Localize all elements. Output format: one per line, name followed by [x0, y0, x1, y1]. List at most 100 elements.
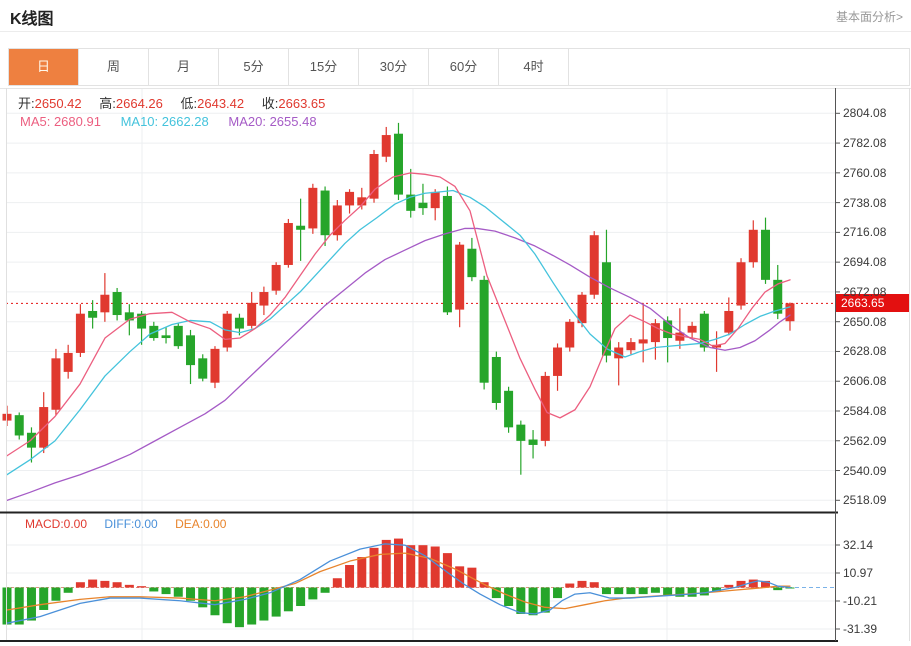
- tab-60分[interactable]: 60分: [429, 49, 499, 85]
- candle-body: [626, 342, 636, 351]
- y-axis-label: 2738.08: [843, 195, 887, 210]
- macd-histogram-bar: [491, 587, 501, 599]
- macd-histogram-bar: [430, 546, 440, 588]
- macd-histogram-bar: [210, 587, 220, 616]
- macd-histogram-bar: [222, 587, 232, 624]
- tab-15分[interactable]: 15分: [289, 49, 359, 85]
- macd-histogram-bar: [357, 557, 367, 588]
- candle-body: [650, 323, 660, 343]
- macd-histogram-bar: [724, 584, 734, 588]
- tab-周[interactable]: 周: [79, 49, 149, 85]
- y-axis-label: -10.21: [843, 593, 878, 608]
- candle-body: [406, 194, 416, 211]
- macd-histogram-bar: [442, 553, 452, 588]
- macd-histogram-bar: [748, 579, 758, 588]
- candle-body: [516, 424, 526, 441]
- candle-body: [112, 292, 122, 316]
- y-axis-label: 32.14: [843, 538, 874, 552]
- macd-histogram-bar: [504, 587, 514, 607]
- y-axis-label: 2804.08: [843, 106, 887, 121]
- macd-histogram-bar: [455, 566, 465, 588]
- macd-histogram-bar: [332, 578, 342, 588]
- y-axis-label: 2584.08: [843, 404, 887, 418]
- macd-histogram-bar: [553, 587, 563, 599]
- macd-histogram-bar: [137, 586, 147, 588]
- macd-histogram-bar: [271, 587, 281, 617]
- candle-body: [699, 313, 709, 348]
- diff-line: [6, 543, 791, 624]
- ohlc-open: 开:2650.42: [18, 96, 82, 111]
- macd-histogram-bar: [75, 582, 85, 588]
- ma10-legend: MA10: 2662.28: [120, 114, 209, 129]
- macd-histogram-bar: [320, 587, 330, 593]
- candle-body: [761, 229, 771, 280]
- macd-legend: MACD:0.00 DIFF:0.00 DEA:0.00: [25, 517, 240, 531]
- ma20-legend: MA20: 2655.48: [228, 114, 317, 129]
- macd-histogram-bar: [663, 587, 673, 596]
- fundamental-analysis-link[interactable]: 基本面分析>: [835, 10, 903, 24]
- candle-body: [320, 190, 330, 236]
- macd-histogram-bar: [283, 587, 293, 612]
- candle-body: [51, 358, 61, 410]
- candle-body: [663, 320, 673, 339]
- tab-30分[interactable]: 30分: [359, 49, 429, 85]
- macd-histogram-bar: [638, 587, 648, 595]
- candle-body: [88, 310, 98, 318]
- candle-body: [369, 154, 379, 199]
- candle-body: [736, 262, 746, 306]
- macd-histogram-bar: [161, 587, 171, 595]
- candle-body: [442, 195, 452, 313]
- tab-5分[interactable]: 5分: [219, 49, 289, 85]
- candle-body: [381, 135, 391, 157]
- y-axis-label: -31.39: [843, 622, 878, 636]
- candle-body: [724, 310, 734, 333]
- ohlc-high: 高:2664.26: [99, 96, 163, 111]
- ma-legend: MA5: 2680.91 MA10: 2662.28 MA20: 2655.48: [20, 114, 333, 129]
- y-axis-label: 2694.08: [843, 255, 887, 270]
- candle-body: [100, 294, 110, 313]
- candle-body: [308, 187, 318, 229]
- macd-histogram-bar: [773, 587, 783, 591]
- macd-histogram-bar: [296, 587, 306, 607]
- tab-4时[interactable]: 4时: [499, 49, 569, 85]
- tab-月[interactable]: 月: [149, 49, 219, 85]
- macd-histogram-bar: [406, 545, 416, 588]
- candle-body: [455, 244, 465, 310]
- macd-histogram-bar: [124, 584, 134, 588]
- tab-日[interactable]: 日: [9, 49, 79, 85]
- candle-body: [259, 292, 269, 306]
- ma20-line: [6, 227, 791, 502]
- period-tabbar: 日周月 5分 15分 30分 60分 4时: [8, 48, 910, 86]
- macd-histogram-bar: [699, 587, 709, 596]
- candle-body: [553, 347, 563, 376]
- macd-histogram-bar: [149, 587, 159, 592]
- candle-body: [467, 248, 477, 278]
- candle-body: [577, 294, 587, 324]
- macd-histogram-bar: [14, 587, 24, 625]
- y-axis-label: 2782.08: [843, 136, 887, 151]
- candle-body: [748, 229, 758, 263]
- candle-body: [491, 356, 501, 403]
- y-axis-label: 2716.08: [843, 225, 887, 240]
- macd-histogram-bar: [736, 580, 746, 588]
- macd-histogram-bar: [528, 587, 538, 616]
- candle-body: [75, 313, 85, 353]
- candle-body: [504, 390, 514, 428]
- candle-body: [332, 205, 342, 236]
- macd-histogram-bar: [565, 583, 575, 588]
- macd-histogram-bar: [112, 582, 122, 588]
- ohlc-low: 低:2643.42: [180, 96, 245, 111]
- macd-histogram-bar: [100, 580, 110, 588]
- page-title: K线图: [10, 11, 54, 28]
- macd-histogram-bar: [63, 587, 73, 593]
- ohlc-legend: 开:2650.42 高:2664.26 低:2643.42 收:2663.65: [18, 93, 339, 112]
- dea-value: DEA:0.00: [175, 517, 227, 531]
- candle-body: [247, 302, 257, 326]
- y-axis-label: 2562.09: [843, 433, 887, 448]
- macd-histogram-bar: [308, 587, 318, 600]
- candle-body: [210, 348, 220, 383]
- candle-body: [430, 191, 440, 209]
- macd-histogram-bar: [345, 565, 355, 588]
- candle-body: [773, 279, 783, 314]
